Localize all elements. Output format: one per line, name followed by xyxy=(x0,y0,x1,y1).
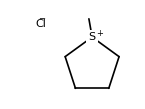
Text: +: + xyxy=(96,29,103,38)
Text: −: − xyxy=(38,15,45,24)
Text: Cl: Cl xyxy=(35,19,46,29)
Text: S: S xyxy=(89,32,96,42)
